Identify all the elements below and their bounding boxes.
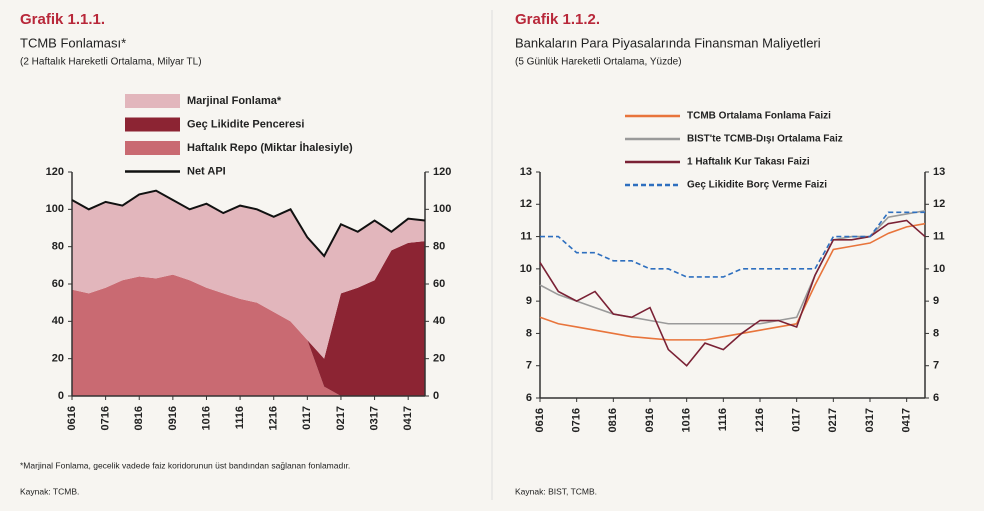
x-tick-label: 0317 xyxy=(368,406,380,430)
legend-label: 1 Haftalık Kur Takası Faizi xyxy=(687,157,810,168)
chart-title: Bankaların Para Piyasalarında Finansman … xyxy=(515,35,821,50)
y2-tick-label: 11 xyxy=(933,230,945,242)
x-tick-label: 0417 xyxy=(901,408,913,432)
y-tick-label: 6 xyxy=(526,392,532,404)
y2-tick-label: 80 xyxy=(433,241,445,253)
y2-tick-label: 6 xyxy=(933,392,939,404)
x-tick-label: 0816 xyxy=(607,408,619,432)
y-tick-label: 9 xyxy=(526,295,532,307)
line xyxy=(71,189,426,258)
x-tick-label: 1216 xyxy=(754,408,766,432)
y-tick-label: 80 xyxy=(52,241,64,253)
y-tick-label: 10 xyxy=(520,263,532,275)
area xyxy=(72,274,425,396)
x-tick-label: 0616 xyxy=(534,408,546,432)
area xyxy=(72,241,425,396)
x-tick-label: 0317 xyxy=(864,408,876,432)
x-tick-label: 0716 xyxy=(100,406,112,430)
chart-subtitle: (2 Haftalık Hareketli Ortalama, Milyar T… xyxy=(20,57,202,68)
y2-tick-label: 10 xyxy=(933,263,945,275)
line xyxy=(539,222,926,341)
x-tick-label: 1016 xyxy=(681,408,693,432)
x-tick-label: 0616 xyxy=(66,406,78,430)
y2-tick-label: 9 xyxy=(933,295,939,307)
x-tick-label: 0217 xyxy=(827,408,839,432)
x-tick-label: 0916 xyxy=(644,408,656,432)
x-tick-label: 1116 xyxy=(234,406,246,429)
y-tick-label: 8 xyxy=(526,327,532,339)
chart-subtitle: (5 Günlük Hareketli Ortalama, Yüzde) xyxy=(515,57,682,68)
x-tick-label: 1116 xyxy=(717,408,729,431)
x-tick-label: 0816 xyxy=(133,406,145,430)
legend-swatch xyxy=(125,141,180,155)
y2-tick-label: 100 xyxy=(433,203,451,215)
y2-tick-label: 13 xyxy=(933,166,945,178)
source: Kaynak: BIST, TCMB. xyxy=(515,486,597,496)
y2-tick-label: 40 xyxy=(433,315,445,327)
y-tick-label: 0 xyxy=(58,390,64,402)
y-tick-label: 20 xyxy=(52,353,64,365)
x-tick-label: 1216 xyxy=(268,406,280,430)
y2-tick-label: 20 xyxy=(433,353,445,365)
footnote: *Marjinal Fonlama, gecelik vadede faiz k… xyxy=(20,460,350,470)
legend-label: Geç Likidite Borç Verme Faizi xyxy=(687,180,827,191)
legend-label: Marjinal Fonlama* xyxy=(187,95,282,107)
x-tick-label: 0417 xyxy=(402,406,414,430)
y-tick-label: 120 xyxy=(46,166,64,178)
x-tick-label: 0716 xyxy=(571,408,583,432)
y-tick-label: 11 xyxy=(520,230,532,242)
chart-title: TCMB Fonlaması* xyxy=(20,35,126,50)
legend-swatch xyxy=(125,117,180,132)
y-tick-label: 12 xyxy=(520,198,532,210)
y2-tick-label: 12 xyxy=(933,198,945,210)
source: Kaynak: TCMB. xyxy=(20,486,79,496)
legend-label: Haftalık Repo (Miktar İhalesiyle) xyxy=(187,141,353,154)
line xyxy=(539,219,926,367)
y-tick-label: 7 xyxy=(526,360,532,372)
legend-label: Net API xyxy=(187,165,226,177)
legend-label: BIST'te TCMB-Dışı Ortalama Faiz xyxy=(687,134,843,145)
x-tick-label: 0117 xyxy=(301,406,313,430)
legend-label: Geç Likidite Penceresi xyxy=(187,118,304,130)
x-tick-label: 0916 xyxy=(167,406,179,430)
y-tick-label: 60 xyxy=(52,278,64,290)
y-tick-label: 13 xyxy=(520,166,532,178)
y2-tick-label: 120 xyxy=(433,166,451,178)
line xyxy=(540,211,925,278)
y2-tick-label: 8 xyxy=(933,327,939,339)
y2-tick-label: 60 xyxy=(433,278,445,290)
legend-swatch xyxy=(125,94,180,108)
y2-tick-label: 0 xyxy=(433,390,439,402)
x-tick-label: 0117 xyxy=(791,408,803,432)
legend-label: TCMB Ortalama Fonlama Faizi xyxy=(687,111,831,122)
y-tick-label: 100 xyxy=(46,203,64,215)
y2-tick-label: 7 xyxy=(933,360,939,372)
x-tick-label: 1016 xyxy=(200,406,212,430)
chart-label: Grafik 1.1.2. xyxy=(515,11,600,28)
chart-label: Grafik 1.1.1. xyxy=(20,11,105,28)
y-tick-label: 40 xyxy=(52,315,64,327)
x-tick-label: 0217 xyxy=(335,406,347,430)
